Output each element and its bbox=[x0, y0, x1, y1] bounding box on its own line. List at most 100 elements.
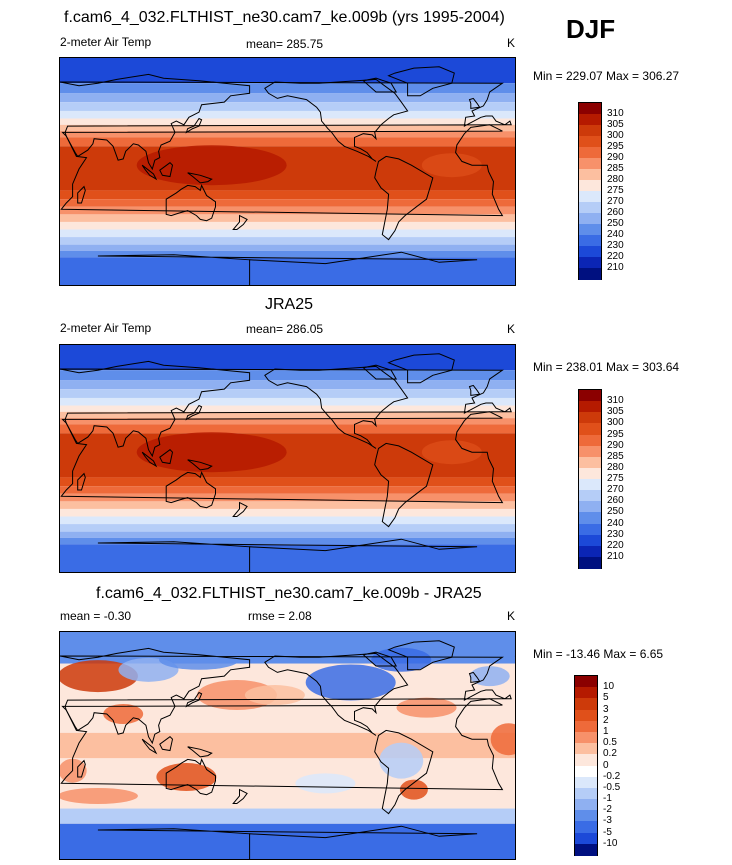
colorbar-swatch bbox=[575, 720, 597, 733]
colorbar-tick-label: 210 bbox=[607, 550, 624, 562]
coastline-eurasia bbox=[60, 73, 512, 171]
colorbar-swatch bbox=[579, 158, 601, 170]
field-band bbox=[60, 370, 515, 381]
coastline-northAmerica bbox=[264, 78, 409, 162]
colorbar-swatch bbox=[579, 125, 601, 137]
field-band bbox=[60, 501, 515, 509]
field-anomaly-patch bbox=[305, 664, 396, 701]
panel2-units-label: K bbox=[507, 322, 516, 336]
field-anomaly-patch bbox=[60, 660, 138, 693]
colorbar-swatch bbox=[579, 169, 601, 181]
coastline-madagascar bbox=[77, 759, 86, 778]
coastline-antarctica bbox=[97, 251, 478, 285]
field-band bbox=[60, 206, 515, 215]
coastline-northAmerica bbox=[264, 365, 409, 449]
colorbar-swatch bbox=[579, 235, 601, 247]
colorbar-swatch bbox=[579, 545, 601, 558]
coastline-eurasia bbox=[60, 360, 512, 458]
field-band bbox=[60, 808, 515, 824]
colorbar-tick-label: 290 bbox=[607, 439, 624, 451]
panel2-mean-label: mean= 286.05 bbox=[246, 322, 324, 336]
field-band bbox=[60, 93, 515, 103]
colorbar-swatch bbox=[579, 556, 601, 569]
colorbar-tick-label: 250 bbox=[607, 506, 624, 518]
coastline-greatBritain bbox=[468, 384, 481, 396]
field-band bbox=[60, 405, 515, 412]
coastline-borneo bbox=[159, 736, 174, 752]
panel1-map bbox=[59, 57, 516, 286]
field-band bbox=[60, 345, 515, 371]
colorbar-tick-label: 0 bbox=[603, 759, 609, 771]
colorbar-tick-label: 285 bbox=[607, 450, 624, 462]
coastline-australia bbox=[165, 183, 216, 222]
colorbar-swatch bbox=[575, 754, 597, 766]
field-band bbox=[60, 486, 515, 494]
field-band bbox=[60, 537, 515, 545]
colorbar-swatch bbox=[579, 479, 601, 491]
colorbar-swatch bbox=[575, 832, 597, 845]
colorbar-swatch bbox=[579, 501, 601, 513]
coastline-sumatra bbox=[141, 164, 158, 181]
field-band bbox=[60, 229, 515, 238]
colorbar-tick-label: 1 bbox=[603, 725, 609, 737]
panel2-title: JRA25 bbox=[265, 296, 314, 313]
coastline-southAmerica bbox=[374, 442, 434, 528]
coastline-newZealand bbox=[232, 214, 248, 230]
field-band bbox=[60, 244, 515, 251]
colorbar-tick-label: 230 bbox=[607, 240, 624, 251]
panel3-units-label: K bbox=[507, 609, 516, 623]
field-band bbox=[60, 102, 515, 111]
colorbar-swatch bbox=[579, 423, 601, 435]
colorbar-swatch bbox=[575, 765, 597, 778]
colorbar-tick-label: 295 bbox=[607, 428, 624, 440]
coastline-newZealand bbox=[232, 788, 248, 804]
colorbar-tick-label: 290 bbox=[607, 152, 624, 163]
panel2-variable-label: 2-meter Air Temp bbox=[60, 321, 152, 335]
colorbar-swatch bbox=[575, 799, 597, 811]
panel1-mean-label: mean= 285.75 bbox=[246, 37, 324, 51]
colorbar-tick-label: 10 bbox=[603, 681, 615, 693]
coastline-southAmerica bbox=[374, 155, 434, 241]
colorbar-tick-label: 305 bbox=[607, 406, 624, 418]
colorbar-swatch bbox=[579, 191, 601, 203]
field-anomaly-patch bbox=[136, 145, 287, 186]
field-band bbox=[60, 190, 515, 200]
coastline-newGuinea bbox=[187, 746, 213, 758]
field-anomaly-patch bbox=[379, 742, 424, 779]
panel3-rmse-label: rmse = 2.08 bbox=[248, 609, 312, 623]
colorbar-tick-label: 260 bbox=[607, 495, 624, 507]
colorbar-tick-label: 300 bbox=[607, 130, 624, 141]
colorbar-swatch bbox=[579, 512, 601, 524]
colorbar-tick-label: 270 bbox=[607, 196, 624, 207]
colorbar-swatch bbox=[575, 687, 597, 699]
colorbar-tick-label: -5 bbox=[603, 826, 612, 838]
colorbar-tick-label: 280 bbox=[607, 174, 624, 185]
field-anomaly-patch bbox=[103, 703, 144, 724]
colorbar-tick-label: 260 bbox=[607, 207, 624, 218]
coastline-northAmerica bbox=[264, 652, 409, 736]
coastline-antarctica bbox=[97, 825, 478, 859]
colorbar-swatch bbox=[579, 180, 601, 192]
panel3-colorbar: 10 5 3 2 1 0.5 0.2 0 -0.2 -0.5 -1 -2 -3 -5 -10 bbox=[574, 675, 620, 856]
colorbar-swatch bbox=[579, 434, 601, 447]
field-band bbox=[60, 237, 515, 245]
field-band bbox=[60, 221, 515, 230]
coastline-japan bbox=[185, 691, 203, 708]
field-band bbox=[60, 380, 515, 390]
colorbar-tick-label: 240 bbox=[607, 517, 624, 529]
coastline-australia bbox=[165, 757, 216, 796]
coastline-borneo bbox=[159, 449, 174, 465]
field-anomaly-patch bbox=[421, 440, 482, 465]
colorbar-tick-label: 0.5 bbox=[603, 737, 617, 749]
colorbar-tick-label: 310 bbox=[607, 395, 624, 407]
field-anomaly-patch bbox=[244, 685, 305, 706]
coastline-australia bbox=[165, 470, 216, 509]
colorbar-tick-label: -3 bbox=[603, 815, 612, 827]
panel1-minmax: Min = 229.07 Max = 306.27 bbox=[533, 69, 680, 83]
field-anomaly-patch bbox=[490, 723, 515, 756]
coastline-borneo bbox=[159, 162, 174, 178]
field-band bbox=[60, 524, 515, 532]
coastline-japan bbox=[185, 117, 203, 134]
coastline-eurasia bbox=[60, 647, 512, 745]
colorbar-tick-label: -10 bbox=[603, 837, 618, 849]
